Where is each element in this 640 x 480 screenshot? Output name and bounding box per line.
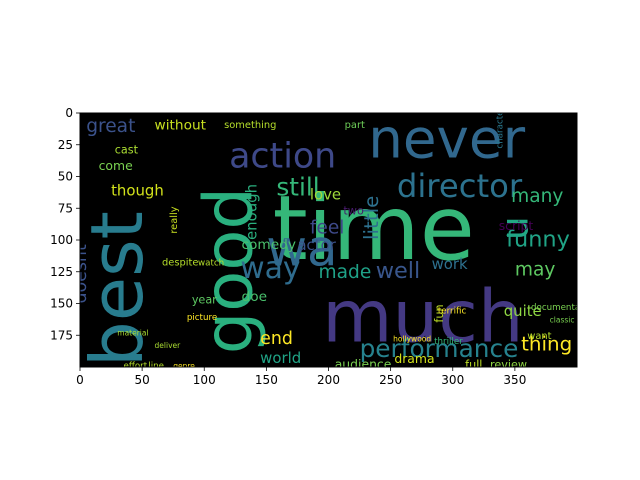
word-despite: despite [162,257,198,268]
word-wa: wa [266,219,337,277]
word-still: still [276,173,319,202]
word-fun: fun [433,304,446,322]
image-background [80,113,577,367]
word-action: action [229,137,336,177]
word-thing: thing [521,332,572,355]
y-axis: 0 25 50 75 100 125 150 175 [50,106,80,342]
x-axis: 0 50 100 150 200 250 300 350 [76,367,526,387]
word-may: may [515,260,556,281]
word-comedy: comedy [242,237,296,253]
y-tick-label: 125 [50,265,73,279]
word-year: year [192,294,217,307]
word-line: line [148,361,164,371]
word-never: never [368,106,525,170]
word-performance: performance [360,334,519,363]
word-director: director [397,167,523,205]
x-tick-label: 0 [76,373,84,387]
word-full: full [465,358,482,371]
word-much: much [322,276,523,360]
word-character: character [495,107,505,149]
word-best: best [76,211,160,367]
x-tick-label: 150 [255,373,278,387]
word-u: u [492,216,536,240]
word-made: made [319,262,372,283]
word-watch: watch [198,258,224,268]
word-without: without [155,118,207,134]
word-documentary: documentary [531,303,589,313]
word-thriller: thriller [434,337,463,347]
word-funny: funny [506,226,570,252]
word-genre: genre [173,361,195,370]
y-tick-label: 50 [58,170,73,184]
x-tick-label: 100 [193,373,216,387]
word-classic: classic [550,316,575,325]
word-effort: effort [123,361,147,371]
word-terrific: terrific [438,307,467,317]
word-world: world [260,349,301,367]
word-audience: audience [335,356,392,371]
word-doe: doe [242,289,267,305]
x-tick-label: 300 [441,373,464,387]
word-script: script [499,218,534,233]
word-cast: cast [115,144,139,157]
word-enough: enough [242,184,260,240]
word-picture: picture [187,313,217,323]
word-many: many [511,186,563,207]
word-quite: quite [504,302,542,320]
word-little: little [360,196,383,240]
word-well: well [376,258,421,284]
word-though: though [111,182,164,200]
word-great: great [86,116,135,137]
word-drama: drama [394,351,434,366]
word-good: good [189,187,267,354]
word-love: love [310,185,341,203]
word-doesnt: doesnt [71,244,91,303]
word-deliver: deliver [155,341,182,350]
word-feel: feel [310,218,345,239]
word-work: work [432,255,468,273]
word-end: end [260,329,293,349]
word-material: material [117,328,148,337]
word-really: really [169,206,180,233]
y-tick-label: 150 [50,297,73,311]
word-time: time [273,177,475,281]
x-tick-label: 50 [134,373,149,387]
word-two: two [343,205,364,218]
y-tick-label: 25 [58,138,73,152]
y-tick-label: 175 [50,328,73,342]
x-tick-label: 200 [317,373,340,387]
word-something: something [224,120,276,131]
y-tick-label: 0 [65,106,73,120]
word-want: want [527,331,551,342]
word-hollywood: hollywood [393,335,431,344]
word-actor: actor [297,236,336,254]
word-review: review [490,358,527,371]
word-part: part [345,120,365,131]
y-tick-label: 100 [50,233,73,247]
word-come: come [99,158,133,173]
word-way: way [240,251,300,286]
x-tick-label: 250 [379,373,402,387]
x-tick-label: 350 [503,373,526,387]
y-tick-label: 75 [58,201,73,215]
